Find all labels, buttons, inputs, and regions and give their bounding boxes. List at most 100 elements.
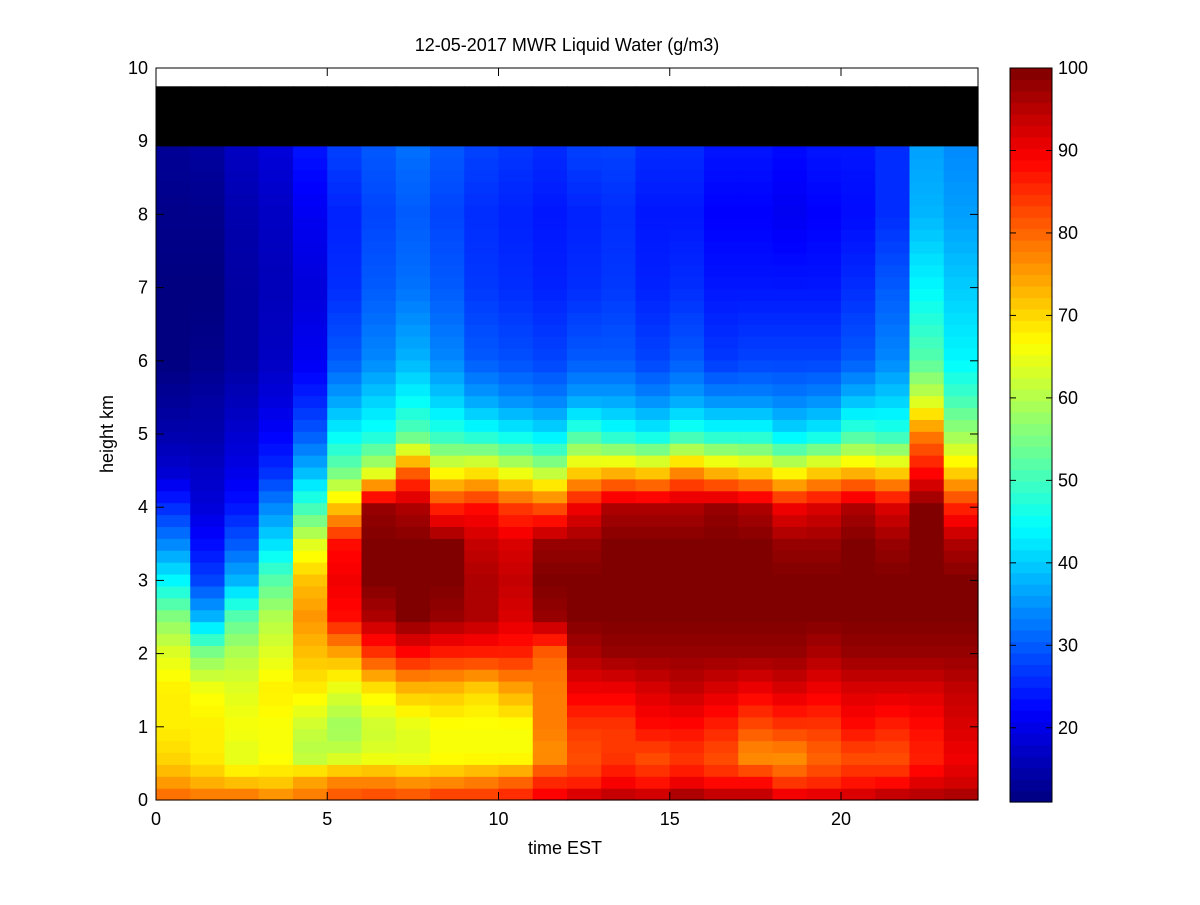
heatmap-cell (806, 240, 842, 254)
heatmap-cell (738, 205, 774, 218)
heatmap-cell (498, 609, 534, 623)
heatmap-cell (430, 764, 465, 777)
heatmap-cell (224, 181, 260, 194)
heatmap-cell (806, 621, 842, 635)
colorbar-segment (1010, 331, 1052, 344)
heatmap-cell (532, 514, 568, 528)
heatmap-cell (293, 359, 328, 373)
heatmap-cell (567, 240, 602, 254)
heatmap-cell (567, 550, 602, 563)
heatmap-cell (464, 443, 500, 456)
heatmap-cell (258, 276, 294, 290)
heatmap-cell (704, 562, 739, 575)
heatmap-cell (532, 252, 568, 266)
heatmap-cell (293, 121, 328, 135)
heatmap-cell (293, 264, 328, 278)
heatmap-cell (430, 716, 465, 730)
heatmap-cell (224, 383, 260, 397)
heatmap-cell (943, 443, 979, 456)
heatmap-cell (738, 692, 774, 706)
heatmap-cell (738, 181, 774, 194)
heatmap-cell (156, 669, 191, 682)
heatmap-cell (875, 621, 911, 635)
heatmap-cell (909, 633, 945, 646)
heatmap-cell (395, 490, 431, 504)
heatmap-cell (156, 121, 191, 135)
heatmap-cell (841, 419, 876, 432)
heatmap-cell (532, 621, 568, 635)
heatmap-cell (943, 193, 979, 206)
heatmap-cell (806, 110, 842, 123)
heatmap-cell (772, 597, 808, 611)
heatmap-cell (841, 193, 876, 206)
colorbar-segment (1010, 412, 1052, 425)
heatmap-cell (464, 716, 500, 730)
heatmap-cell (875, 431, 911, 444)
heatmap-cell (498, 98, 534, 111)
heatmap-cell (190, 371, 226, 385)
heatmap-cell (190, 621, 226, 635)
heatmap-cell (327, 562, 363, 575)
heatmap-cell (772, 288, 808, 302)
heatmap-cell (361, 585, 397, 599)
heatmap-cell (635, 478, 671, 492)
heatmap-cell (841, 490, 876, 504)
heatmap-cell (224, 395, 260, 409)
heatmap-cell (841, 110, 876, 123)
heatmap-cell (567, 300, 602, 313)
heatmap-cell (909, 133, 945, 147)
heatmap-cell (738, 121, 774, 135)
heatmap-cell (909, 478, 945, 492)
heatmap-cell (875, 692, 911, 706)
heatmap-cell (258, 110, 294, 123)
heatmap-cell (909, 657, 945, 670)
heatmap-cell (943, 98, 979, 111)
colorbar-segment (1010, 457, 1052, 471)
heatmap-cell (943, 145, 979, 159)
colorbar-segment (1010, 171, 1052, 184)
heatmap-cell (327, 86, 363, 99)
heatmap-cell (293, 562, 328, 575)
heatmap-cell (943, 431, 979, 444)
heatmap-cell (327, 407, 363, 420)
heatmap-cell (224, 419, 260, 432)
heatmap-cell (532, 133, 568, 147)
colorbar-segment (1010, 297, 1052, 310)
heatmap-cell (361, 133, 397, 147)
heatmap-cell (224, 776, 260, 789)
heatmap-cell (738, 443, 774, 456)
heatmap-cell (943, 86, 979, 99)
heatmap-cell (464, 633, 500, 646)
heatmap-cell (258, 550, 294, 563)
heatmap-cell (772, 669, 808, 682)
heatmap-cell (361, 264, 397, 278)
heatmap-cell (361, 574, 397, 587)
heatmap-cell (464, 466, 500, 480)
heatmap-cell (738, 157, 774, 171)
heatmap-cell (327, 538, 363, 551)
heatmap-cell (224, 728, 260, 742)
heatmap-cell (772, 538, 808, 551)
heatmap-cell (464, 157, 500, 171)
heatmap-cell (875, 728, 911, 742)
heatmap-cell (669, 407, 705, 420)
heatmap-cell (601, 443, 637, 456)
heatmap-cell (875, 336, 911, 349)
heatmap-cell (395, 728, 431, 742)
heatmap-cell (841, 562, 876, 575)
heatmap-cell (806, 264, 842, 278)
heatmap-cell (772, 526, 808, 539)
heatmap-cell (772, 704, 808, 718)
heatmap-cell (909, 324, 945, 337)
heatmap-cell (361, 562, 397, 575)
heatmap-cell (601, 621, 637, 635)
heatmap-cell (772, 276, 808, 290)
heatmap-cell (704, 347, 739, 361)
heatmap-cell (841, 383, 876, 397)
heatmap-cell (943, 121, 979, 135)
heatmap-cell (738, 490, 774, 504)
heatmap-cell (806, 764, 842, 777)
heatmap-cell (601, 347, 637, 361)
heatmap-cell (464, 229, 500, 242)
colorbar-segment (1010, 205, 1052, 218)
